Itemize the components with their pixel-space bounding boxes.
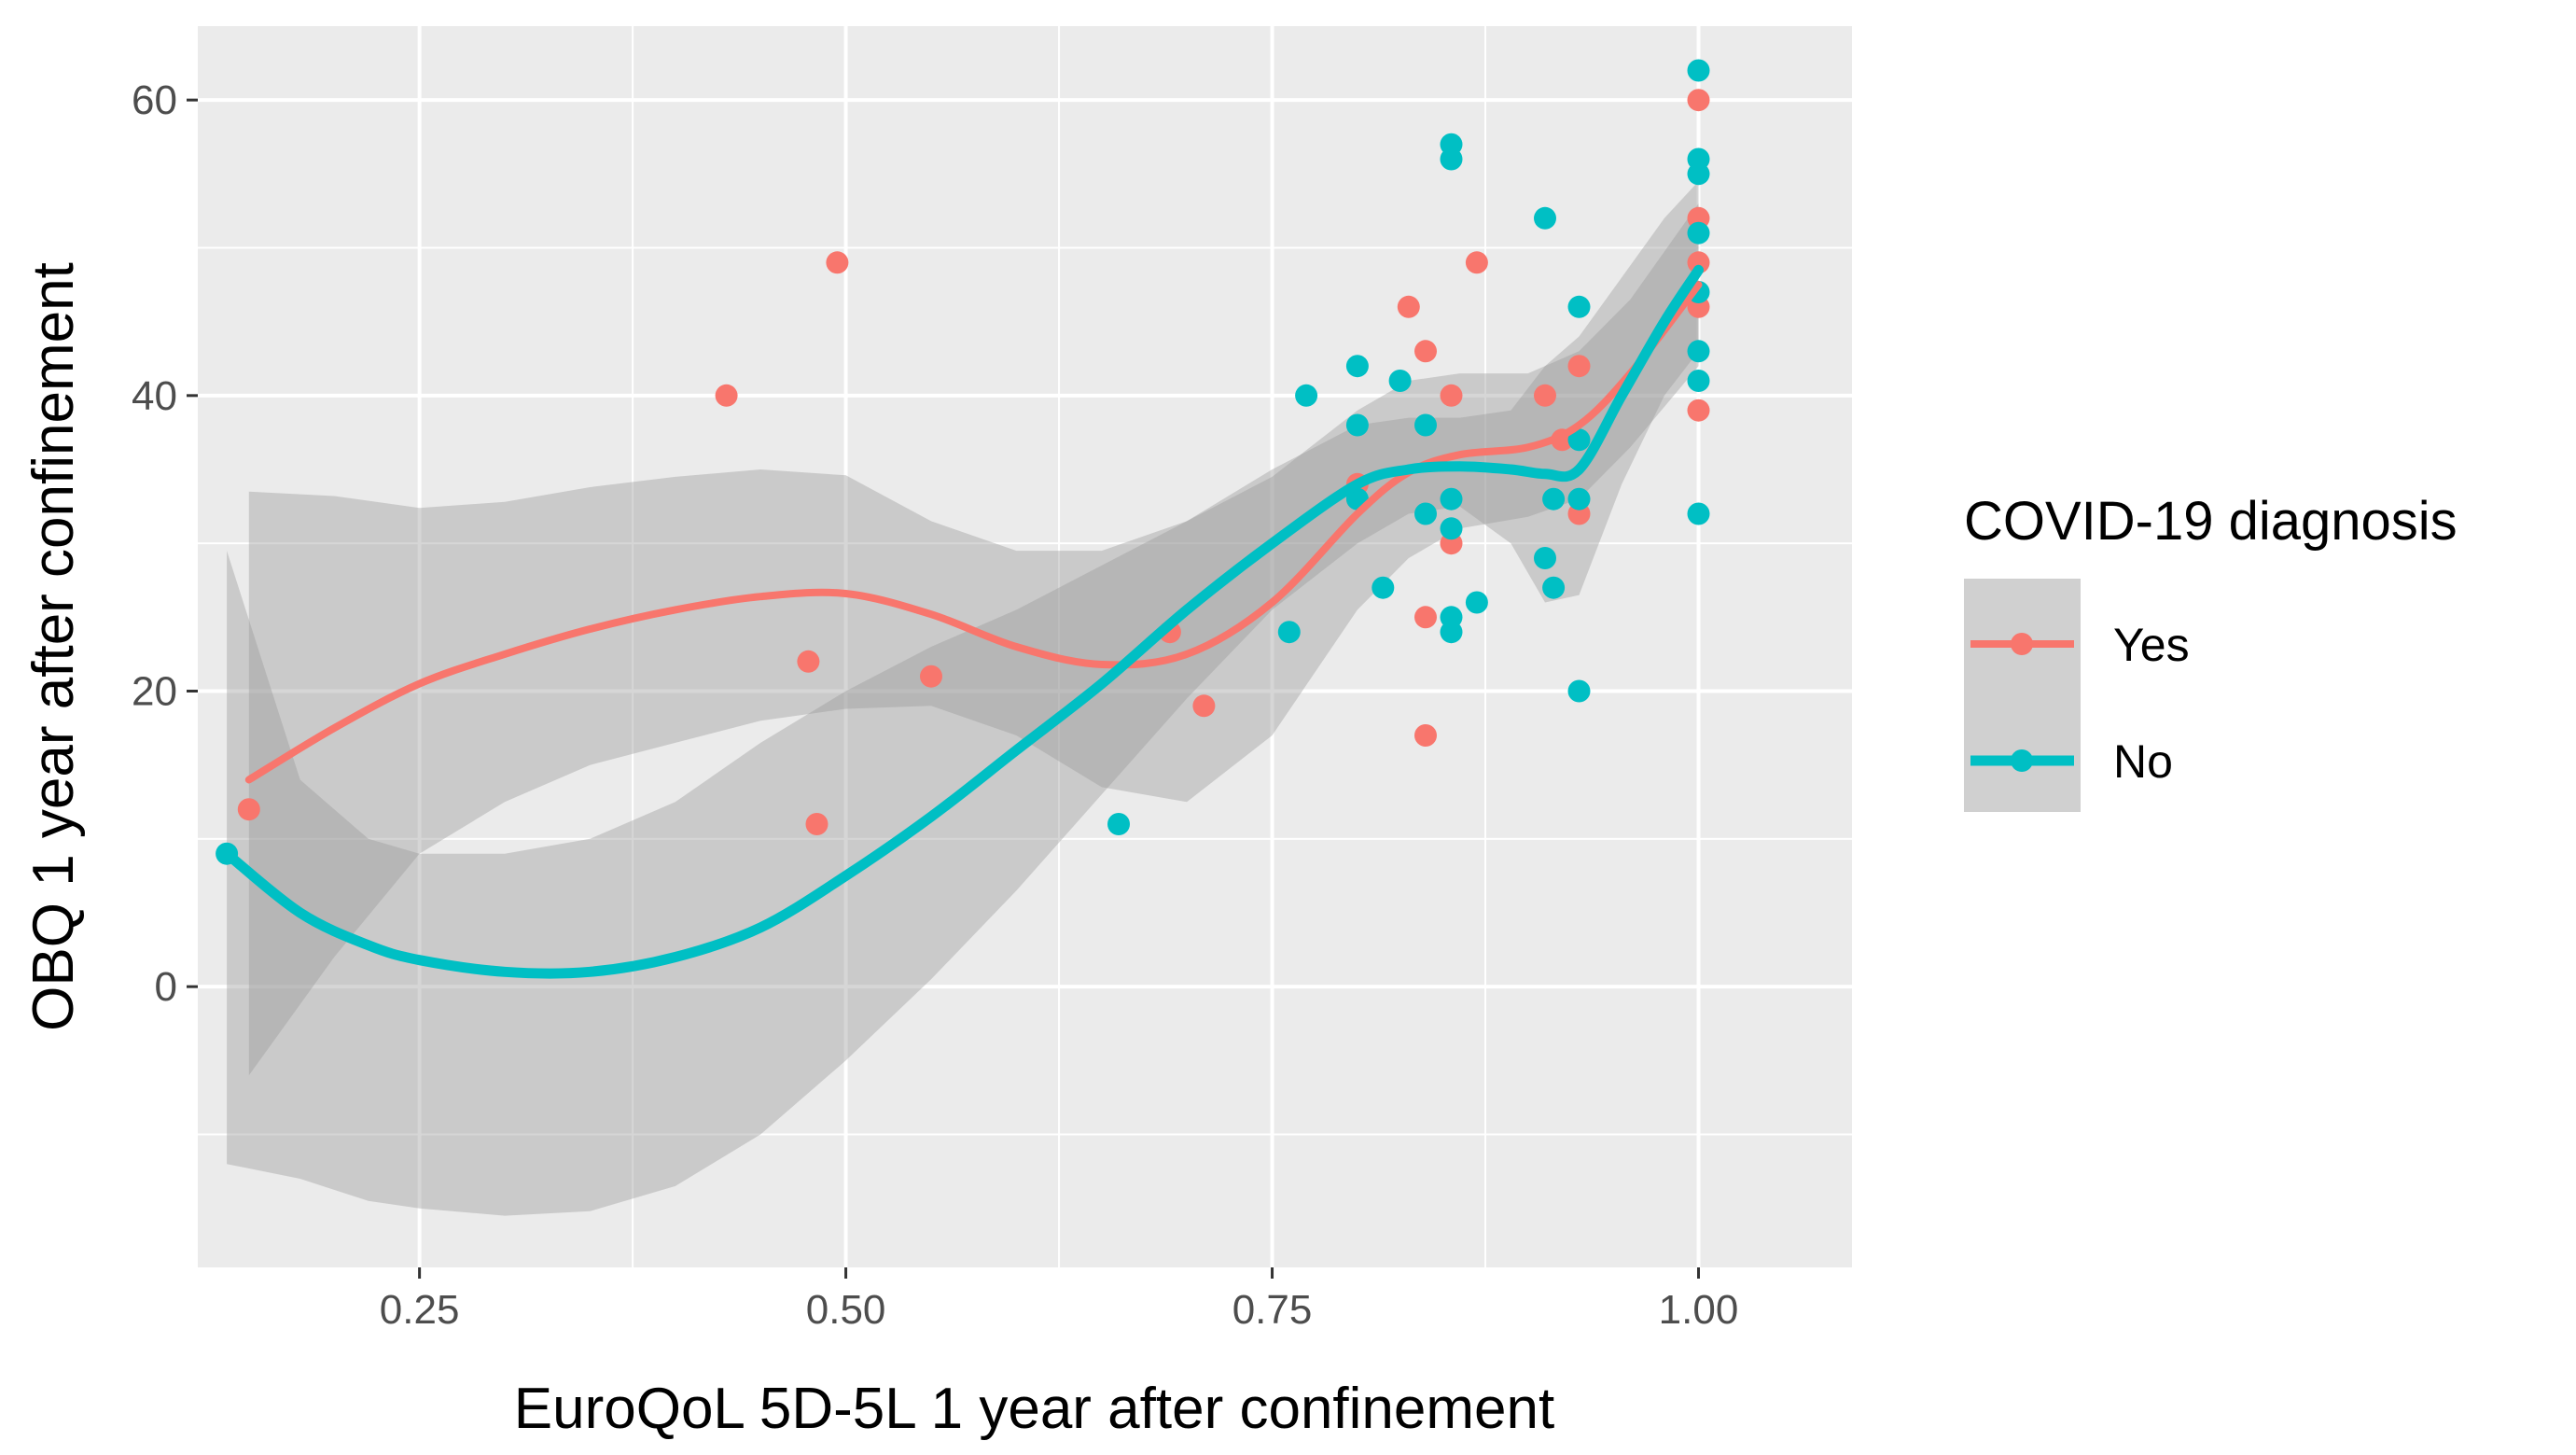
point-no: [1542, 487, 1566, 511]
y-axis-title: OBQ 1 year after confinement: [21, 262, 86, 1031]
x-tick-label: 0.25: [380, 1287, 460, 1333]
point-no: [1534, 547, 1556, 569]
point-yes: [1567, 355, 1591, 378]
point-no: [1345, 355, 1369, 378]
scatter-points: [216, 59, 1710, 865]
point-no: [1567, 679, 1591, 703]
legend-key-background: [1964, 579, 2081, 812]
point-yes: [1414, 340, 1437, 363]
point-yes: [715, 384, 738, 407]
legend-key-point-yes: [2011, 633, 2033, 655]
point-no: [1542, 576, 1566, 599]
smooth-line-no: [221, 264, 1704, 979]
grid-major: [198, 26, 1852, 1267]
point-no: [1440, 621, 1463, 644]
point-yes: [1687, 251, 1710, 274]
confidence-band-no: [227, 181, 1699, 1216]
point-yes: [805, 813, 828, 835]
point-yes: [797, 650, 820, 673]
legend: COVID-19 diagnosis Yes No: [1964, 491, 2458, 812]
point-no: [1107, 813, 1130, 835]
point-no: [1567, 428, 1591, 452]
point-no: [1465, 591, 1488, 614]
point-no: [1372, 576, 1395, 599]
point-no: [1295, 384, 1318, 407]
point-no: [1567, 487, 1591, 511]
point-no: [1440, 487, 1463, 511]
point-no: [1440, 147, 1463, 171]
y-tick-label: 20: [132, 669, 177, 715]
legend-entries: Yes No: [1970, 619, 2190, 788]
x-axis: 0.25 0.50 0.75 1.00: [380, 1267, 1739, 1333]
legend-label-yes: Yes: [2113, 619, 2190, 671]
point-yes: [1465, 251, 1488, 274]
point-yes: [1687, 89, 1710, 112]
x-tick-label: 0.50: [806, 1287, 886, 1333]
confidence-band-yes: [248, 203, 1699, 1076]
point-no: [1345, 413, 1369, 437]
y-axis: 0 20 40 60: [132, 77, 198, 1010]
x-tick-label: 0.75: [1232, 1287, 1313, 1333]
point-yes: [1440, 384, 1463, 407]
point-no: [1388, 370, 1412, 392]
point-no: [1687, 221, 1710, 245]
point-no: [1567, 295, 1591, 318]
x-tick-label: 1.00: [1659, 1287, 1739, 1333]
x-axis-title: EuroQoL 5D-5L 1 year after confinement: [514, 1377, 1554, 1441]
grid-minor: [198, 26, 1852, 1267]
legend-title: COVID-19 diagnosis: [1964, 491, 2458, 552]
point-no: [1414, 502, 1437, 525]
point-yes: [1414, 724, 1437, 747]
point-no: [1687, 340, 1710, 363]
legend-key-point-no: [2011, 749, 2033, 772]
point-yes: [920, 665, 942, 688]
point-no: [1534, 206, 1556, 230]
point-no: [1687, 370, 1710, 392]
y-tick-label: 40: [132, 373, 177, 419]
y-tick-label: 60: [132, 77, 177, 123]
legend-label-no: No: [2113, 735, 2173, 788]
point-yes: [1534, 384, 1556, 407]
point-yes: [1397, 295, 1420, 318]
point-no: [1414, 413, 1437, 437]
point-no: [1687, 59, 1710, 82]
point-no: [1440, 517, 1463, 540]
point-no: [1687, 162, 1710, 186]
point-yes: [1687, 399, 1710, 422]
point-yes: [826, 251, 849, 274]
point-no: [1687, 502, 1710, 525]
smooth-line-yes: [244, 281, 1703, 784]
confidence-bands: [227, 181, 1699, 1216]
smooth-lines: [221, 264, 1704, 979]
point-no: [1277, 621, 1301, 644]
y-tick-label: 0: [155, 964, 177, 1010]
point-yes: [1192, 694, 1216, 718]
point-yes: [1414, 606, 1437, 629]
point-yes: [237, 798, 260, 821]
